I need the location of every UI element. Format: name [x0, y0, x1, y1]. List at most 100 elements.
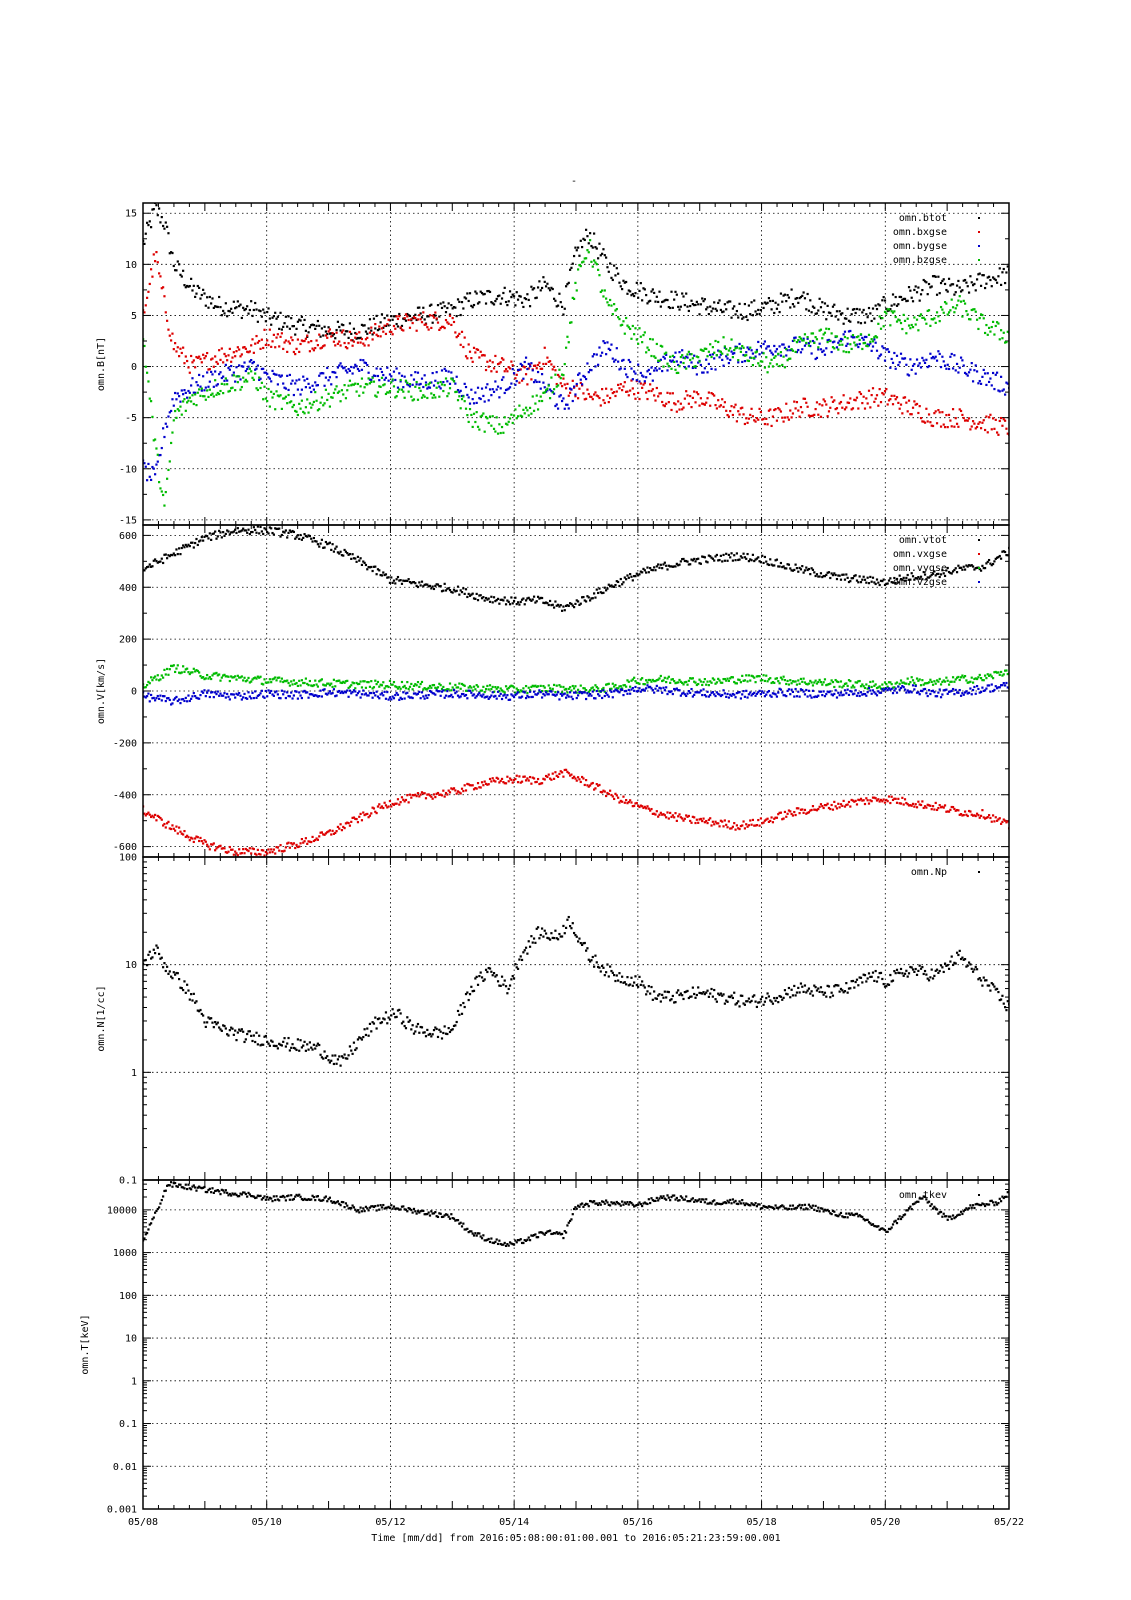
point-omn-bzgse [291, 405, 294, 409]
point-omn-vygse [346, 679, 349, 682]
point-omn-vxgse [818, 805, 821, 808]
point-omn-btot [392, 315, 396, 318]
point-omn-vxgse [470, 784, 473, 787]
point-omn-vygse [410, 682, 413, 686]
point-omn-bxgse [407, 318, 410, 322]
point-omn-vygse [849, 679, 852, 683]
point-omn-vxgse [953, 807, 956, 811]
point-omn-btot [295, 327, 298, 330]
point-omn-vygse [657, 678, 660, 681]
point-omn-vygse [507, 686, 510, 690]
point-omn-bygse [539, 387, 542, 390]
point-omn-bygse [444, 369, 448, 372]
point-omn-bygse [945, 367, 948, 370]
point-omn-bzgse [802, 339, 805, 342]
point-omn-bzgse [967, 318, 971, 321]
point-omn-bzgse [204, 398, 207, 401]
point-omn-vtot [746, 552, 749, 556]
point-omn-bxgse [618, 387, 621, 390]
point-omn-btot [590, 244, 593, 248]
point-omn-bzgse [474, 420, 477, 424]
point-omn-bzgse [563, 362, 566, 366]
point-omn-vygse [959, 676, 963, 679]
point-omn-vygse [358, 682, 361, 686]
point-omn-vxgse [798, 812, 801, 815]
point-omn-btot [456, 298, 460, 301]
point-omn-vxgse [878, 800, 881, 803]
point-omn-bxgse [178, 355, 181, 358]
point-omn-btot [687, 309, 690, 313]
point-omn-bzgse [725, 347, 728, 351]
point-omn-btot [334, 337, 337, 340]
point-omn-btot [681, 292, 684, 295]
point-omn-bxgse [607, 400, 610, 404]
point-omn-btot [830, 314, 833, 317]
point-omn-btot [710, 310, 713, 313]
point-omn-vygse [339, 681, 342, 684]
point-omn-bxgse [238, 348, 241, 351]
point-omn-vygse [879, 687, 883, 690]
point-omn-bxgse [472, 346, 476, 349]
point-omn-bygse [318, 374, 321, 377]
point-omn-bygse [298, 378, 301, 381]
point-omn-bygse [665, 353, 668, 356]
point-omn-btot [659, 305, 662, 308]
point-omn-bxgse [552, 365, 556, 368]
point-omn-vxgse [733, 822, 736, 825]
point-omn-bxgse [566, 382, 569, 385]
point-omn-bygse [440, 369, 444, 372]
point-omn-bzgse [911, 325, 915, 329]
point-omn-btot [558, 292, 561, 295]
point-omn-bxgse [597, 395, 600, 398]
point-omn-vtot [271, 531, 274, 535]
point-omn-bzgse [542, 391, 545, 394]
point-omn-vtot [986, 560, 989, 563]
point-omn-vxgse [458, 791, 461, 794]
point-omn-bxgse [275, 336, 278, 339]
point-omn-bxgse [961, 413, 964, 417]
point-omn-vxgse [847, 800, 851, 804]
point-omn-vygse [693, 680, 696, 683]
point-omn-bygse [474, 391, 477, 394]
point-omn-bxgse [705, 401, 708, 404]
point-omn-bxgse [958, 408, 961, 411]
point-omn-vxgse [332, 832, 336, 835]
point-omn-vzgse [167, 696, 170, 700]
point-omn-bxgse [610, 388, 613, 391]
point-omn-vygse [811, 684, 815, 687]
point-omn-vxgse [162, 824, 165, 827]
point-omn-bygse [941, 355, 944, 358]
point-omn-vygse [551, 687, 554, 690]
point-omn-bzgse [523, 412, 526, 415]
point-omn-bygse [1003, 393, 1007, 396]
point-omn-vxgse [910, 804, 913, 807]
point-omn-btot [400, 324, 404, 328]
point-omn-vxgse [806, 811, 809, 814]
point-omn-bygse [395, 367, 398, 370]
point-omn-bxgse [352, 340, 356, 343]
point-omn-vtot [765, 560, 768, 563]
point-omn-vygse [183, 670, 186, 674]
point-omn-vtot [886, 582, 889, 585]
point-omn-vtot [891, 581, 895, 584]
point-omn-bygse [723, 346, 726, 349]
point-omn-vtot [663, 561, 666, 564]
point-omn-vtot [290, 530, 293, 534]
point-omn-vtot [272, 533, 275, 536]
point-omn-vygse [340, 681, 344, 685]
point-omn-vygse [678, 678, 681, 682]
point-omn-vygse [484, 687, 488, 691]
point-omn-btot [198, 286, 201, 289]
point-omn-bxgse [468, 350, 472, 353]
point-omn-bzgse [458, 395, 461, 398]
point-omn-vxgse [911, 802, 915, 805]
point-omn-vygse [299, 684, 302, 687]
point-omn-bygse [675, 360, 678, 363]
point-omn-vtot [326, 542, 329, 546]
point-omn-vzgse [243, 692, 246, 696]
point-omn-bzgse [194, 393, 197, 396]
point-omn-btot [613, 264, 616, 267]
point-omn-vxgse [678, 813, 681, 816]
point-omn-bxgse [278, 345, 281, 348]
